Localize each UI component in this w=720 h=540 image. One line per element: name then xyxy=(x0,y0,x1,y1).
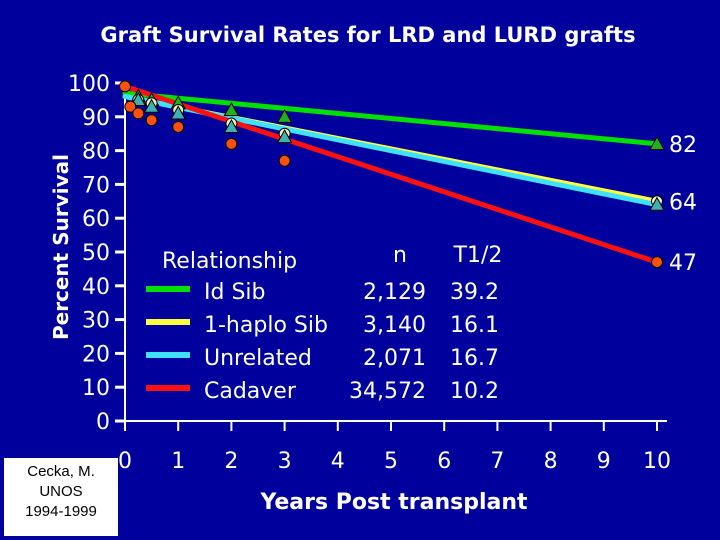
legend-name-1-haplo-sib: 1-haplo Sib xyxy=(204,313,328,338)
legend-name-id-sib: Id Sib xyxy=(204,280,266,305)
series-line-cadaver xyxy=(122,83,660,265)
data-point-cadaver xyxy=(225,137,238,150)
data-point-unrelated xyxy=(276,129,293,144)
x-tick-label: 1 xyxy=(171,449,185,474)
x-axis-label: Years Post transplant xyxy=(259,490,528,515)
y-tick-label: 70 xyxy=(82,173,110,198)
legend-half-life-id-sib: 39.2 xyxy=(450,280,499,305)
source-citation: Cecka, M. UNOS 1994-1999 xyxy=(4,458,118,536)
y-tick-label: 10 xyxy=(82,376,110,401)
y-tick-label: 0 xyxy=(96,410,110,435)
x-tick-label: 7 xyxy=(490,449,504,474)
y-tick-label: 40 xyxy=(82,275,110,300)
y-tick-label: 90 xyxy=(82,106,110,131)
y-tick-label: 100 xyxy=(68,72,110,97)
data-point-unrelated xyxy=(649,196,665,211)
data-point-id-sib xyxy=(276,108,293,123)
data-point-cadaver xyxy=(119,80,131,93)
data-point-unrelated xyxy=(170,105,187,120)
legend-header-relationship: Relationship xyxy=(162,249,297,274)
y-tick-label: 80 xyxy=(82,140,110,165)
x-tick-label: 5 xyxy=(384,449,398,474)
x-tick-label: 4 xyxy=(331,449,345,474)
y-tick-label: 60 xyxy=(82,207,110,232)
data-point-cadaver xyxy=(145,114,158,127)
y-tick-label: 50 xyxy=(82,241,110,266)
end-value-label-1-haplo-sib: 64 xyxy=(669,190,697,215)
data-point-cadaver xyxy=(124,100,137,113)
data-point-unrelated xyxy=(130,91,147,106)
legend-header-n: n xyxy=(393,243,407,268)
data-point-unrelated xyxy=(143,98,160,113)
legend-name-unrelated: Unrelated xyxy=(204,346,312,371)
legend-box xyxy=(134,236,528,408)
x-tick-label: 9 xyxy=(597,449,611,474)
x-tick-label: 0 xyxy=(118,449,132,474)
source-author: Cecka, M. xyxy=(27,463,95,480)
source-years: 1994-1999 xyxy=(25,503,97,520)
y-tick-label: 20 xyxy=(82,342,110,367)
legend-header-half-life: T1/2 xyxy=(453,243,503,268)
x-tick-label: 3 xyxy=(278,449,292,474)
legend-n-unrelated: 2,071 xyxy=(363,346,426,371)
y-axis-label: Percent Survival xyxy=(49,154,73,340)
legend-half-life-cadaver: 10.2 xyxy=(450,379,499,404)
x-tick-label: 8 xyxy=(544,449,558,474)
data-point-cadaver xyxy=(172,120,185,133)
data-point-cadaver xyxy=(132,107,145,120)
x-tick-label: 2 xyxy=(224,449,238,474)
y-tick-label: 30 xyxy=(82,309,110,334)
end-value-label-cadaver: 47 xyxy=(669,251,697,276)
data-point-cadaver xyxy=(651,256,663,269)
source-registry: UNOS xyxy=(39,483,83,500)
data-point-unrelated xyxy=(223,118,240,134)
x-tick-label: 10 xyxy=(643,449,671,474)
end-value-label-id-sib: 82 xyxy=(669,133,697,158)
data-point-id-sib xyxy=(223,102,240,117)
legend-n-id-sib: 2,129 xyxy=(363,280,426,305)
x-tick-label: 6 xyxy=(437,449,451,474)
data-point-id-sib xyxy=(649,135,665,150)
series-line-id-sib xyxy=(122,90,660,147)
chart-title: Graft Survival Rates for LRD and LURD gr… xyxy=(100,23,635,47)
legend-n-cadaver: 34,572 xyxy=(349,379,426,404)
legend-name-cadaver: Cadaver xyxy=(204,379,297,404)
legend-n-1-haplo-sib: 3,140 xyxy=(363,313,426,338)
data-point-cadaver xyxy=(278,154,291,167)
legend-half-life-unrelated: 16.7 xyxy=(450,346,499,371)
legend-half-life-1-haplo-sib: 16.1 xyxy=(450,313,499,338)
